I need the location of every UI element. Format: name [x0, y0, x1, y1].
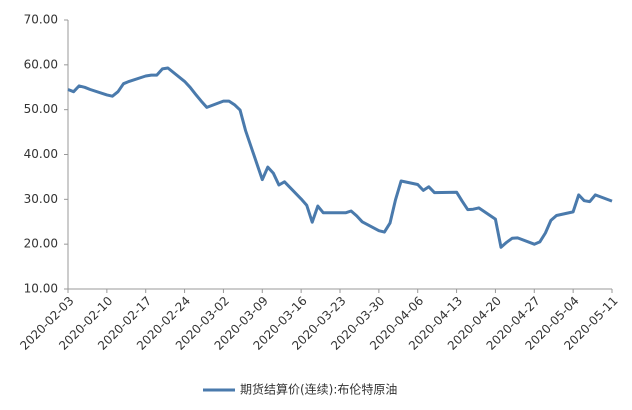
y-tick-label: 70.00: [24, 13, 58, 27]
y-tick-label: 60.00: [24, 57, 58, 71]
y-tick-label: 40.00: [24, 147, 58, 161]
line-series: [67, 66, 613, 249]
y-tick-label: 50.00: [24, 102, 58, 116]
y-tick-label: 30.00: [24, 192, 58, 206]
y-tick-label: 10.00: [24, 282, 58, 296]
legend-label: 期货结算价(连续):布伦特原油: [240, 382, 397, 397]
y-tick-label: 20.00: [24, 237, 58, 251]
